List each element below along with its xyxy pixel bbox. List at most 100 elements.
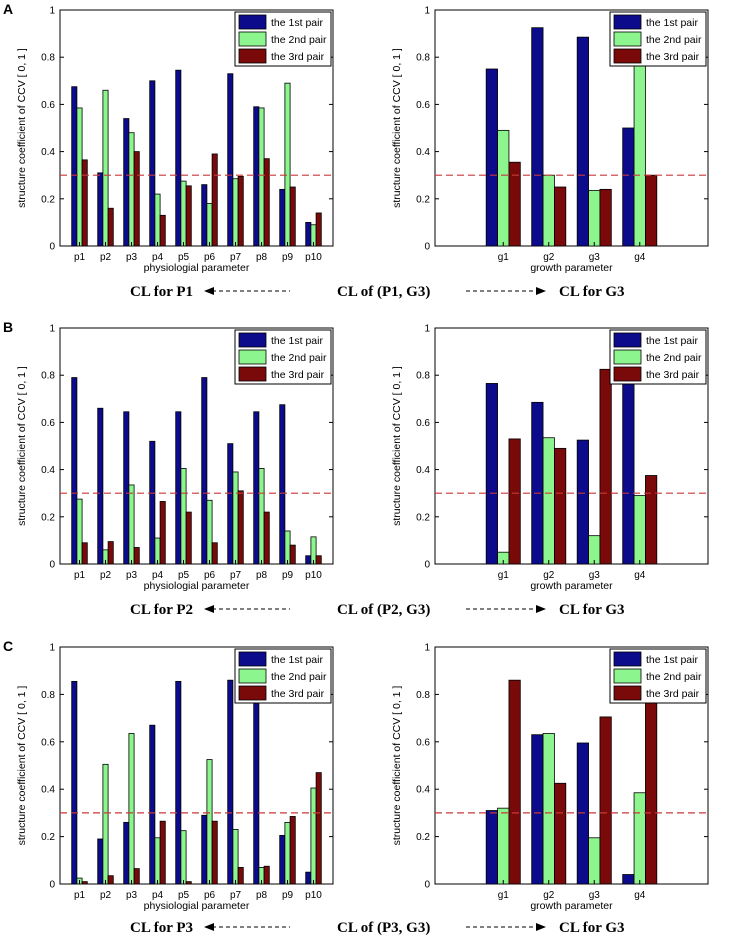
x-axis-label: physiologial parameter bbox=[144, 580, 250, 592]
bar-1-p10 bbox=[305, 871, 312, 885]
bar-3-p1 bbox=[81, 881, 88, 885]
x-tick-label: g2 bbox=[543, 890, 555, 901]
cl-middle-text: CL of (P1, G3) bbox=[337, 284, 430, 300]
legend-label-3: the 3rd pair bbox=[646, 369, 700, 381]
x-tick-label: p2 bbox=[100, 570, 112, 581]
chart-panel-0-0: 0 0.2 0.4 0.6 0.8 1 structure coefficient of C… bbox=[16, 6, 334, 274]
bar-1-p3 bbox=[123, 821, 130, 885]
bar-1-g1 bbox=[485, 68, 498, 247]
bar-2-p5 bbox=[180, 180, 187, 247]
bar-1-p5 bbox=[175, 69, 182, 247]
bar-3-p3 bbox=[133, 151, 140, 247]
bar-2-g2 bbox=[542, 174, 555, 247]
legend-label-2: the 2nd pair bbox=[271, 352, 327, 364]
bar-1-p8 bbox=[253, 411, 260, 565]
bar-2-p8 bbox=[258, 468, 265, 565]
cl-left-text: CL for P1 bbox=[130, 284, 193, 300]
legend-swatch-1 bbox=[613, 14, 642, 30]
bar-1-g4 bbox=[622, 127, 635, 247]
x-tick-label: p10 bbox=[305, 890, 322, 901]
legend-swatch-3 bbox=[238, 48, 267, 64]
bar-2-p3 bbox=[128, 484, 135, 565]
y-axis-label: structure coefficient of CCV [ 0, 1 ] bbox=[16, 48, 28, 208]
bar-1-g4 bbox=[622, 377, 635, 565]
legend-swatch-1 bbox=[613, 651, 642, 667]
bar-1-g3 bbox=[576, 36, 589, 247]
bar-3-p4 bbox=[159, 501, 166, 565]
bar-1-p8 bbox=[253, 106, 260, 247]
x-tick-label: g3 bbox=[589, 890, 601, 901]
bar-1-p5 bbox=[175, 680, 182, 885]
bar-2-g4 bbox=[633, 792, 646, 885]
bar-3-p7 bbox=[237, 490, 244, 565]
y-tick-label: 0.2 bbox=[416, 512, 430, 523]
y-tick-label: 0.6 bbox=[416, 418, 430, 429]
bar-1-g4 bbox=[622, 874, 635, 885]
x-tick-label: p7 bbox=[230, 890, 242, 901]
bar-3-p8 bbox=[263, 865, 270, 885]
bar-3-p4 bbox=[159, 820, 166, 885]
legend-swatch-1 bbox=[613, 332, 642, 348]
y-tick-label: 0.6 bbox=[416, 100, 430, 111]
bar-3-p9 bbox=[289, 816, 296, 885]
bar-3-p3 bbox=[133, 868, 140, 885]
bar-2-p1 bbox=[76, 107, 83, 247]
x-tick-label: p1 bbox=[74, 570, 86, 581]
bar-1-g1 bbox=[485, 810, 498, 885]
y-axis-label: structure coefficient of CCV [ 0, 1 ] bbox=[16, 366, 28, 526]
bar-3-p6 bbox=[211, 153, 218, 247]
x-tick-label: p1 bbox=[74, 252, 86, 263]
bar-1-p8 bbox=[253, 694, 260, 885]
legend-label-2: the 2nd pair bbox=[271, 34, 327, 46]
y-tick-label: 0.8 bbox=[416, 371, 430, 382]
y-tick-label: 0.4 bbox=[416, 465, 430, 476]
bar-2-g3 bbox=[588, 837, 601, 885]
bar-1-p2 bbox=[97, 838, 104, 885]
chart-panel-2-0: 0 0.2 0.4 0.6 0.8 1 structure coefficient of C… bbox=[16, 643, 334, 912]
x-tick-label: p8 bbox=[256, 570, 268, 581]
x-tick-label: p8 bbox=[256, 252, 268, 263]
bar-1-p10 bbox=[305, 555, 312, 565]
y-tick-label: 0 bbox=[424, 560, 430, 571]
cl-left-text: CL for P3 bbox=[130, 920, 193, 936]
bar-3-g2 bbox=[554, 186, 567, 247]
y-tick-label: 0.4 bbox=[416, 785, 430, 796]
bar-2-p9 bbox=[284, 82, 291, 247]
cl-right-text: CL for G3 bbox=[559, 602, 625, 618]
x-tick-label: p6 bbox=[204, 252, 216, 263]
x-tick-label: p9 bbox=[282, 252, 294, 263]
bar-3-g3 bbox=[599, 716, 612, 885]
y-tick-label: 1 bbox=[49, 324, 55, 335]
y-tick-label: 0.6 bbox=[41, 418, 55, 429]
x-axis-label: physiologial parameter bbox=[144, 900, 250, 912]
x-tick-label: p10 bbox=[305, 252, 322, 263]
bar-2-p9 bbox=[284, 821, 291, 885]
x-axis-label: physiologial parameter bbox=[144, 262, 250, 274]
x-tick-label: g3 bbox=[589, 570, 601, 581]
chart-panel-2-1: 0 0.2 0.4 0.6 0.8 1 structure coefficient of C… bbox=[391, 643, 709, 912]
bar-2-p3 bbox=[128, 132, 135, 247]
bar-2-p7 bbox=[232, 178, 239, 247]
x-tick-label: p5 bbox=[178, 890, 190, 901]
bar-2-p7 bbox=[232, 829, 239, 885]
legend-swatch-3 bbox=[613, 366, 642, 382]
bar-3-p7 bbox=[237, 175, 244, 247]
legend-label-2: the 2nd pair bbox=[646, 352, 702, 364]
bar-1-p9 bbox=[279, 188, 286, 247]
legend-swatch-2 bbox=[613, 31, 642, 47]
bar-2-g2 bbox=[542, 437, 555, 565]
x-tick-label: p4 bbox=[152, 890, 164, 901]
x-tick-label: p2 bbox=[100, 252, 112, 263]
bar-2-p5 bbox=[180, 830, 187, 885]
chart-panel-1-0: 0 0.2 0.4 0.6 0.8 1 structure coefficient of C… bbox=[16, 324, 334, 592]
bar-2-p10 bbox=[310, 787, 317, 885]
y-tick-label: 1 bbox=[49, 6, 55, 17]
legend-swatch-1 bbox=[238, 651, 267, 667]
y-tick-label: 0.6 bbox=[41, 737, 55, 748]
y-tick-label: 0.6 bbox=[416, 737, 430, 748]
x-tick-label: p2 bbox=[100, 890, 112, 901]
bar-1-p2 bbox=[97, 172, 104, 247]
legend-label-2: the 2nd pair bbox=[646, 34, 702, 46]
y-tick-label: 0 bbox=[49, 880, 55, 891]
bar-1-p6 bbox=[201, 377, 208, 565]
